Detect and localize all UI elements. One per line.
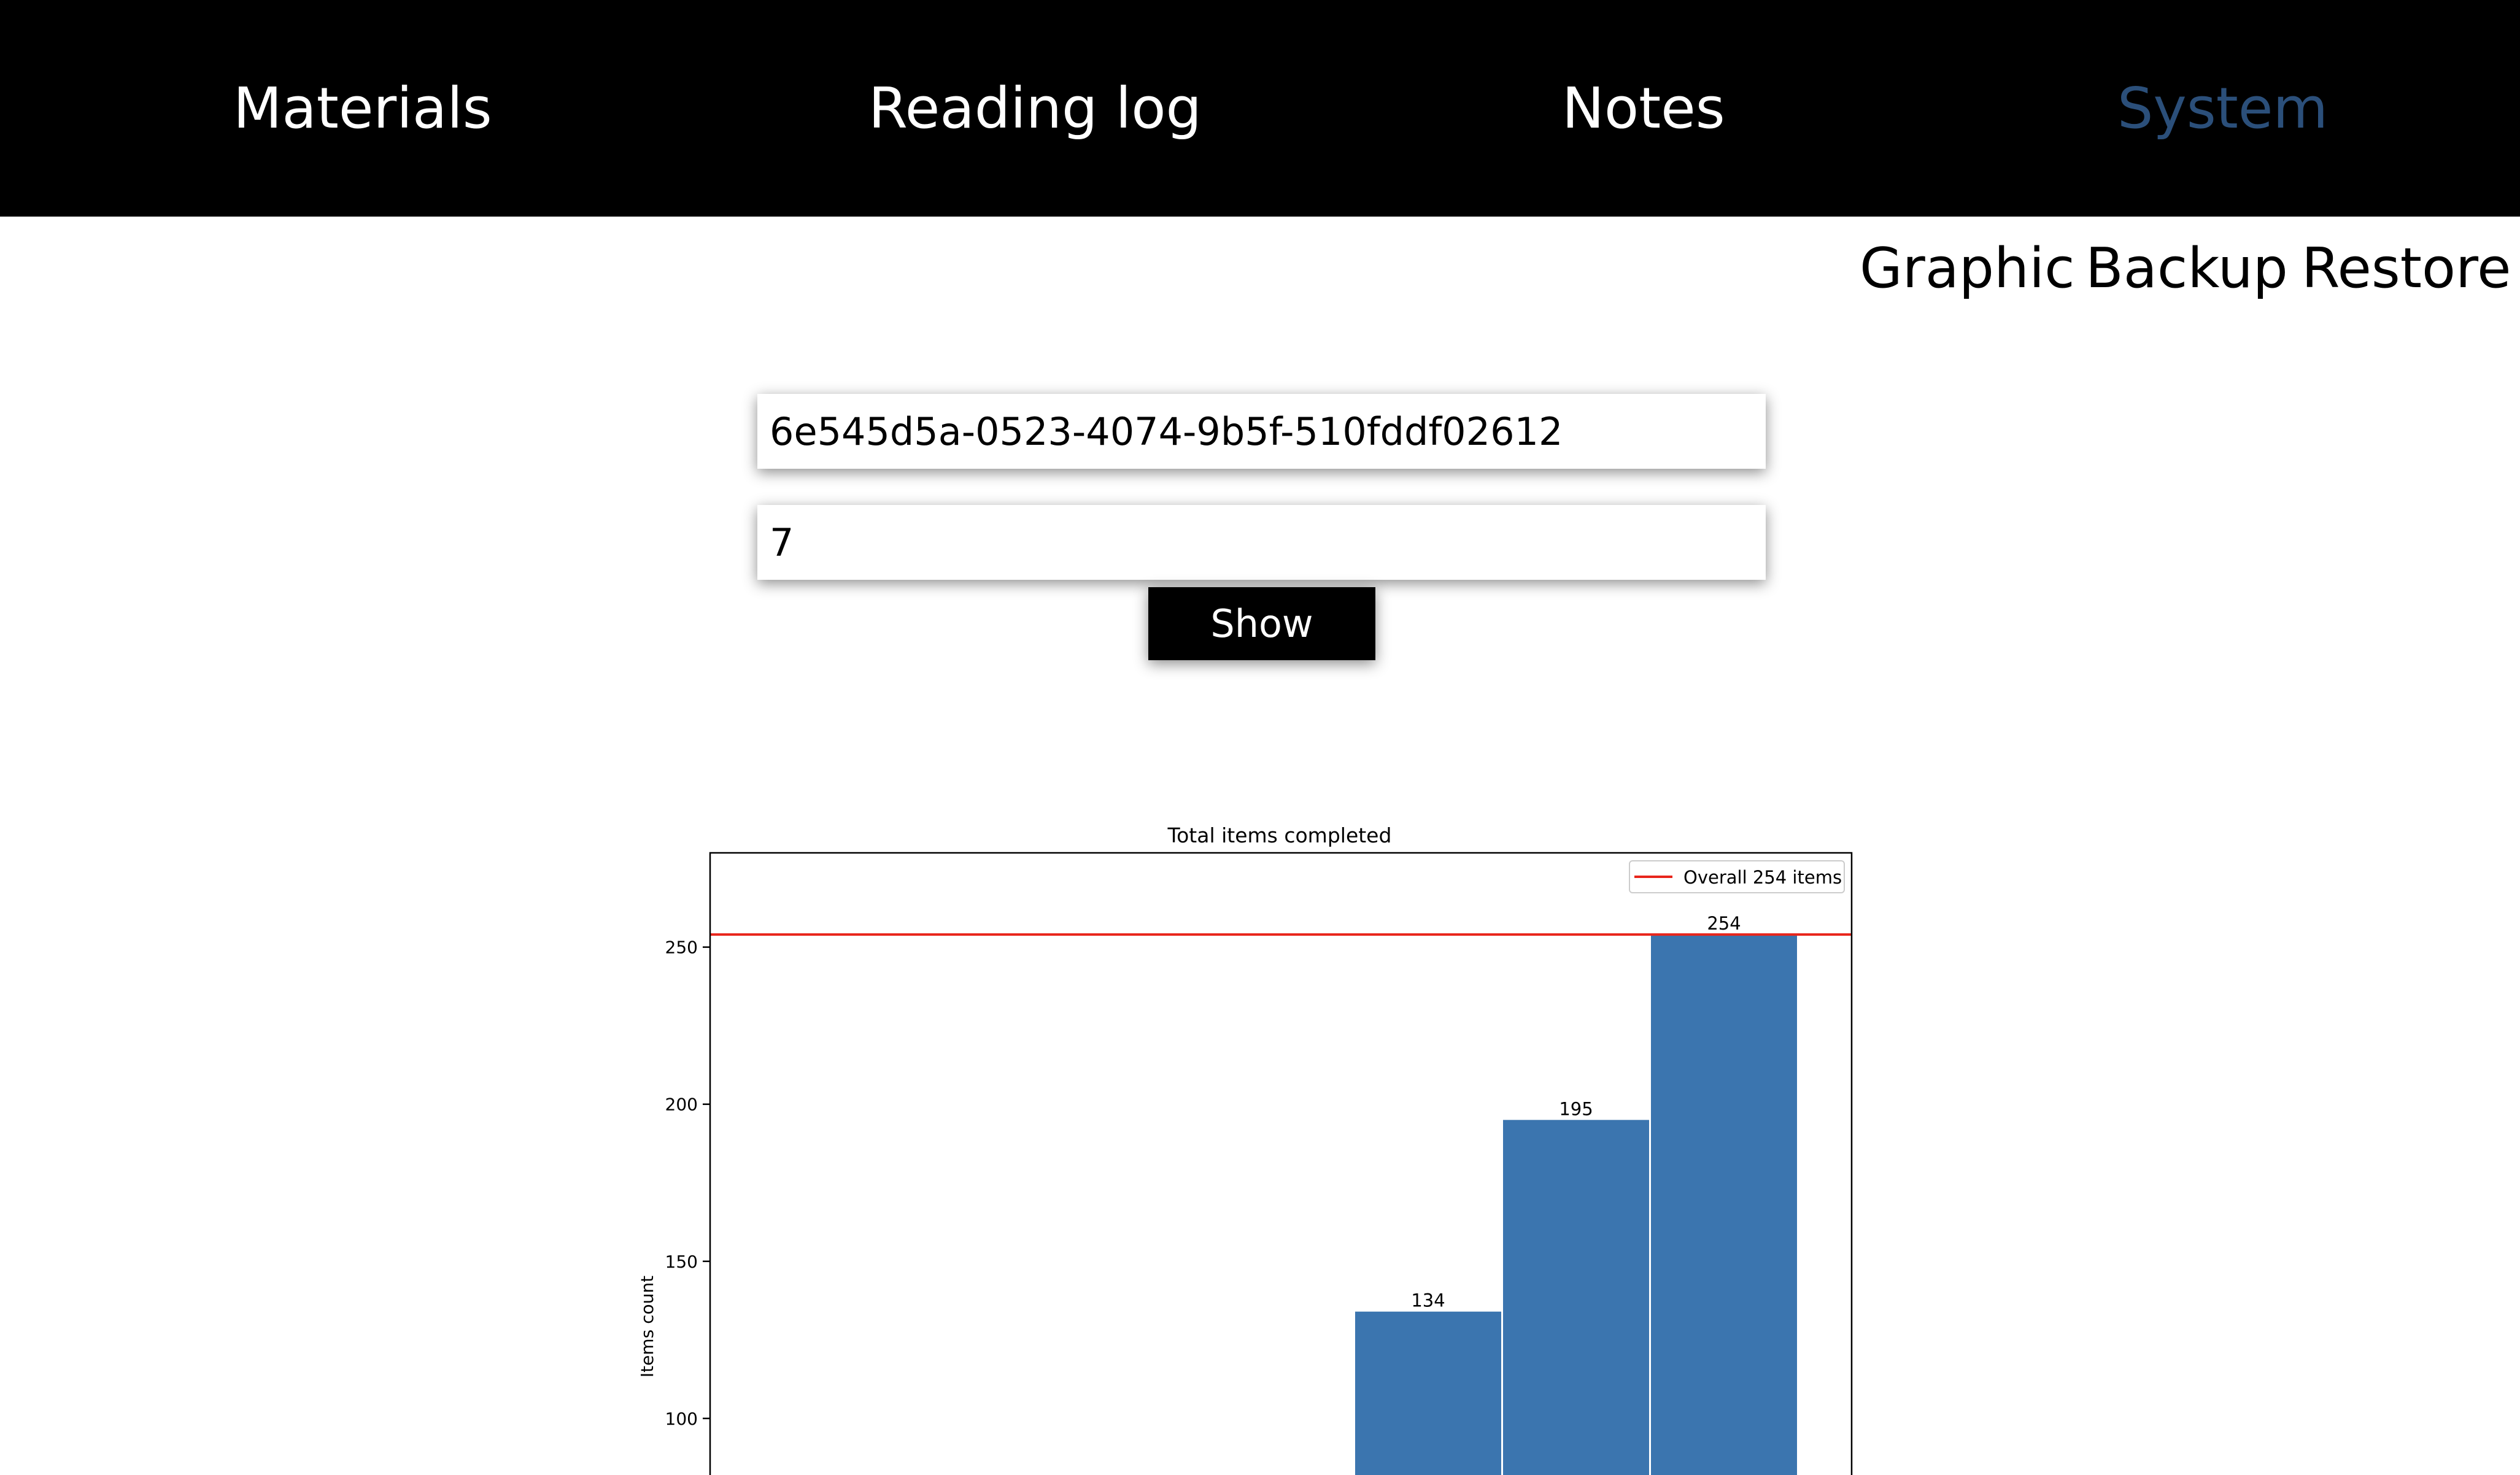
nav-item-system[interactable]: System — [2117, 75, 2329, 141]
y-tick-label-0: 100 — [665, 1409, 698, 1429]
subnav-item-graphic[interactable]: Graphic — [1860, 236, 2075, 301]
total-items-chart: Total items completed 134 195 254 100 150 20… — [637, 823, 1853, 1475]
plot-frame — [709, 852, 1853, 1475]
chart-title: Total items completed — [1167, 823, 1392, 847]
top-navigation: Materials Reading log Notes System — [0, 0, 2520, 217]
legend-box — [1629, 860, 1845, 893]
bar-value-label-0: 134 — [1411, 1290, 1445, 1311]
y-axis-label: Items count — [637, 1276, 657, 1377]
legend: Overall 254 items — [1629, 860, 1845, 893]
nav-item-reading-log[interactable]: Reading log — [868, 75, 1202, 141]
y-tick-label-2: 200 — [665, 1095, 698, 1115]
nav-item-materials[interactable]: Materials — [233, 75, 492, 141]
y-tick-label-3: 250 — [665, 938, 698, 958]
bar-0 — [1355, 1311, 1501, 1475]
y-tick-label-1: 150 — [665, 1252, 698, 1272]
bars-layer: 134 195 254 — [1355, 913, 1797, 1475]
show-button[interactable]: Show — [1148, 587, 1375, 660]
bar-2 — [1651, 934, 1797, 1475]
bar-value-label-2: 254 — [1707, 913, 1741, 934]
bar-1 — [1503, 1120, 1649, 1475]
count-input[interactable] — [770, 505, 1753, 580]
id-input[interactable] — [770, 394, 1753, 469]
id-field — [757, 394, 1766, 469]
bar-value-label-1: 195 — [1559, 1098, 1593, 1119]
y-axis-ticks: 100 150 200 250 — [665, 938, 710, 1429]
nav-item-notes[interactable]: Notes — [1562, 75, 1725, 141]
subnav-item-backup[interactable]: Backup — [2085, 236, 2288, 301]
subnav-item-restore[interactable]: Restore — [2302, 236, 2511, 301]
legend-label: Overall 254 items — [1683, 867, 1842, 888]
count-field — [757, 505, 1766, 580]
